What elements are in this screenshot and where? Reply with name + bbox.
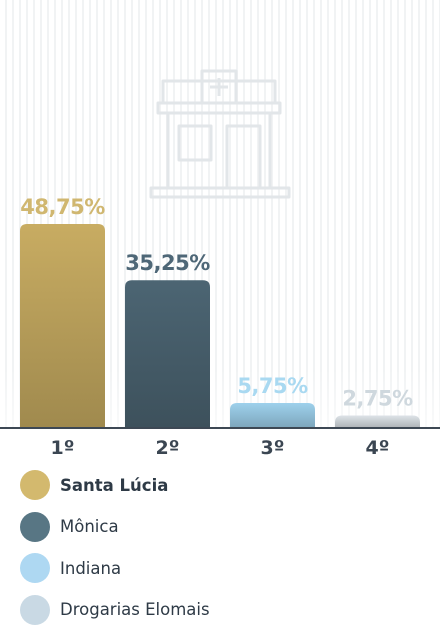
legend-swatch: [20, 553, 50, 583]
value-label-3: 5,75%: [237, 374, 308, 398]
bar-1: [20, 224, 105, 427]
legend-label: Santa Lúcia: [60, 475, 169, 495]
legend-item: Mônica: [20, 511, 210, 542]
category-label-2: 2º: [156, 437, 180, 459]
bar-2: [125, 280, 210, 427]
value-label-2: 35,25%: [125, 251, 210, 275]
legend-item: Drogarias Elomais: [20, 594, 210, 625]
legend-swatch: [20, 511, 50, 542]
legend-label: Mônica: [60, 517, 119, 536]
bar-chart: 48,75% 1º 35,25% 2º 5,75% 3º 2,75% 4º: [0, 69, 440, 459]
legend: Santa Lúcia Mônica Indiana Drogarias Elomai…: [20, 470, 210, 636]
pharmacy-building-icon: [149, 69, 291, 199]
bar-3: [230, 403, 315, 427]
category-label-1: 1º: [51, 437, 75, 459]
legend-item: Indiana: [20, 553, 210, 583]
legend-label: Drogarias Elomais: [60, 600, 210, 619]
category-label-3: 3º: [261, 437, 285, 459]
legend-label: Indiana: [60, 558, 122, 578]
legend-swatch: [20, 470, 50, 500]
bar-4: [335, 415, 420, 427]
value-label-4: 2,75%: [342, 387, 413, 411]
legend-item: Santa Lúcia: [20, 470, 210, 500]
value-label-1: 48,75%: [20, 195, 105, 219]
legend-swatch: [20, 594, 50, 625]
category-label-4: 4º: [366, 437, 390, 459]
